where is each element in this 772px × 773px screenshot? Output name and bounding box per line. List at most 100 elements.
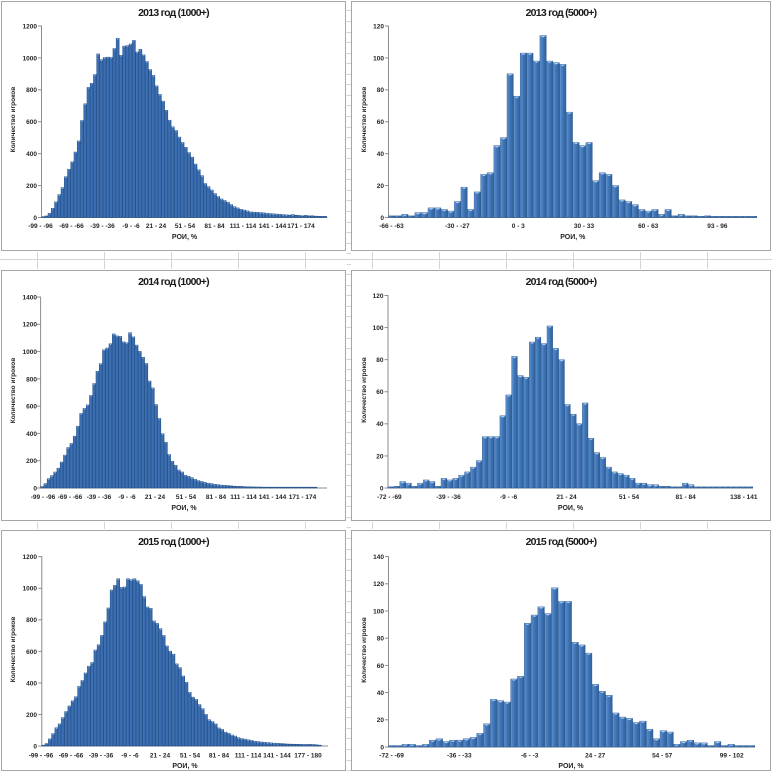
svg-text:РОИ, %: РОИ, % — [171, 505, 197, 512]
svg-text:51 - 54: 51 - 54 — [180, 752, 201, 759]
svg-text:100: 100 — [373, 325, 384, 332]
svg-text:21 - 24: 21 - 24 — [145, 494, 166, 501]
svg-text:-39 - -36: -39 - -36 — [87, 494, 112, 501]
svg-text:140: 140 — [373, 554, 384, 561]
svg-text:Количество игроков: Количество игроков — [10, 358, 17, 423]
svg-text:99 - 102: 99 - 102 — [720, 752, 744, 759]
svg-text:800: 800 — [26, 376, 37, 383]
svg-text:111 - 114: 111 - 114 — [235, 752, 262, 759]
svg-text:141 - 144: 141 - 144 — [263, 752, 291, 759]
svg-text:81 - 84: 81 - 84 — [675, 494, 696, 501]
svg-text:-30 - -27: -30 - -27 — [445, 223, 470, 230]
svg-text:1200: 1200 — [23, 554, 38, 561]
svg-text:30 - 33: 30 - 33 — [574, 223, 595, 230]
svg-text:-9 - -6: -9 - -6 — [121, 752, 139, 759]
svg-text:21 - 24: 21 - 24 — [150, 752, 171, 759]
svg-text:54 - 57: 54 - 57 — [652, 752, 673, 759]
svg-text:81 - 84: 81 - 84 — [209, 752, 230, 759]
svg-text:93 - 96: 93 - 96 — [707, 223, 728, 230]
svg-text:-39 - -36: -39 - -36 — [436, 494, 461, 501]
svg-text:Количество игроков: Количество игроков — [10, 617, 17, 682]
svg-text:-69 - -66: -69 - -66 — [58, 494, 83, 501]
svg-text:0: 0 — [33, 485, 37, 492]
svg-text:1000: 1000 — [23, 586, 38, 593]
svg-text:Количество игроков: Количество игроков — [361, 87, 368, 152]
svg-text:2013 год (5000+): 2013 год (5000+) — [526, 7, 597, 19]
svg-text:400: 400 — [26, 151, 37, 158]
svg-text:600: 600 — [26, 404, 37, 411]
svg-text:21 - 24: 21 - 24 — [556, 494, 577, 501]
svg-text:60: 60 — [376, 389, 384, 396]
svg-text:400: 400 — [26, 680, 37, 687]
svg-text:60: 60 — [377, 119, 385, 126]
svg-text:-9 - -6: -9 - -6 — [118, 494, 136, 501]
svg-text:100: 100 — [373, 608, 384, 615]
svg-text:20: 20 — [377, 717, 385, 724]
svg-text:1400: 1400 — [23, 294, 38, 301]
svg-text:РОИ, %: РОИ, % — [172, 234, 198, 241]
svg-text:800: 800 — [26, 87, 37, 94]
svg-text:177 - 180: 177 - 180 — [294, 752, 322, 759]
svg-text:60: 60 — [377, 663, 385, 670]
svg-text:20: 20 — [377, 183, 385, 190]
svg-text:2014 год (5000+): 2014 год (5000+) — [526, 276, 597, 288]
svg-text:200: 200 — [26, 458, 37, 465]
svg-text:40: 40 — [376, 421, 384, 428]
svg-text:-36 - -33: -36 - -33 — [447, 752, 472, 759]
svg-text:111 - 114: 111 - 114 — [230, 223, 257, 230]
svg-text:600: 600 — [26, 649, 37, 656]
svg-text:2015 год (5000+): 2015 год (5000+) — [526, 536, 597, 548]
svg-text:2013 год (1000+): 2013 год (1000+) — [138, 7, 209, 19]
svg-text:171 - 174: 171 - 174 — [287, 223, 315, 230]
svg-text:51 - 54: 51 - 54 — [175, 223, 196, 230]
svg-text:200: 200 — [26, 712, 37, 719]
svg-text:80: 80 — [376, 357, 384, 364]
svg-text:2014 год (1000+): 2014 год (1000+) — [138, 276, 209, 288]
svg-text:20: 20 — [376, 453, 384, 460]
svg-text:51 - 54: 51 - 54 — [619, 494, 640, 501]
svg-text:РОИ, %: РОИ, % — [560, 234, 586, 241]
svg-text:1000: 1000 — [23, 349, 38, 356]
svg-text:200: 200 — [26, 183, 37, 190]
svg-text:800: 800 — [26, 617, 37, 624]
svg-text:РОИ, %: РОИ, % — [558, 763, 584, 770]
svg-text:Количество игроков: Количество игроков — [10, 87, 17, 152]
svg-text:24 - 27: 24 - 27 — [585, 752, 606, 759]
svg-text:-69 - -66: -69 - -66 — [59, 752, 84, 759]
svg-text:-99 - -96: -99 - -96 — [31, 494, 56, 501]
svg-text:80: 80 — [377, 87, 385, 94]
svg-text:-9 - -6: -9 - -6 — [122, 223, 140, 230]
svg-text:0: 0 — [380, 744, 384, 751]
svg-text:1200: 1200 — [23, 23, 38, 30]
svg-text:-99 - -96: -99 - -96 — [28, 223, 53, 230]
svg-text:2015 год (1000+): 2015 год (1000+) — [138, 536, 209, 548]
svg-text:171 - 174: 171 - 174 — [289, 494, 317, 501]
svg-text:120: 120 — [373, 293, 384, 300]
svg-text:Количество игроков: Количество игроков — [361, 357, 368, 422]
svg-text:-39 - -36: -39 - -36 — [90, 223, 115, 230]
svg-text:100: 100 — [373, 55, 384, 62]
svg-text:1000: 1000 — [23, 55, 38, 62]
svg-text:0: 0 — [33, 215, 37, 222]
svg-text:60 - 63: 60 - 63 — [638, 223, 659, 230]
svg-text:400: 400 — [26, 431, 37, 438]
svg-text:0: 0 — [380, 215, 384, 222]
svg-text:Количество игроков: Количество игроков — [361, 617, 368, 682]
svg-text:111 - 114: 111 - 114 — [230, 494, 257, 501]
svg-text:РОИ, %: РОИ, % — [172, 763, 198, 770]
svg-text:141 - 144: 141 - 144 — [259, 494, 287, 501]
svg-text:80: 80 — [377, 636, 385, 643]
svg-text:1200: 1200 — [23, 322, 38, 329]
svg-text:21 - 24: 21 - 24 — [146, 223, 167, 230]
svg-text:-66 - -63: -66 - -63 — [379, 223, 404, 230]
svg-text:40: 40 — [377, 151, 385, 158]
svg-text:РОИ, %: РОИ, % — [558, 505, 584, 512]
svg-text:-39 - -36: -39 - -36 — [89, 752, 114, 759]
svg-text:-69 - -66: -69 - -66 — [59, 223, 84, 230]
svg-text:-9 - -6: -9 - -6 — [500, 494, 518, 501]
svg-text:-72 - -69: -72 - -69 — [377, 494, 402, 501]
svg-text:120: 120 — [373, 23, 384, 30]
svg-text:81 - 84: 81 - 84 — [204, 223, 225, 230]
svg-text:0: 0 — [33, 743, 37, 750]
svg-text:600: 600 — [26, 119, 37, 126]
